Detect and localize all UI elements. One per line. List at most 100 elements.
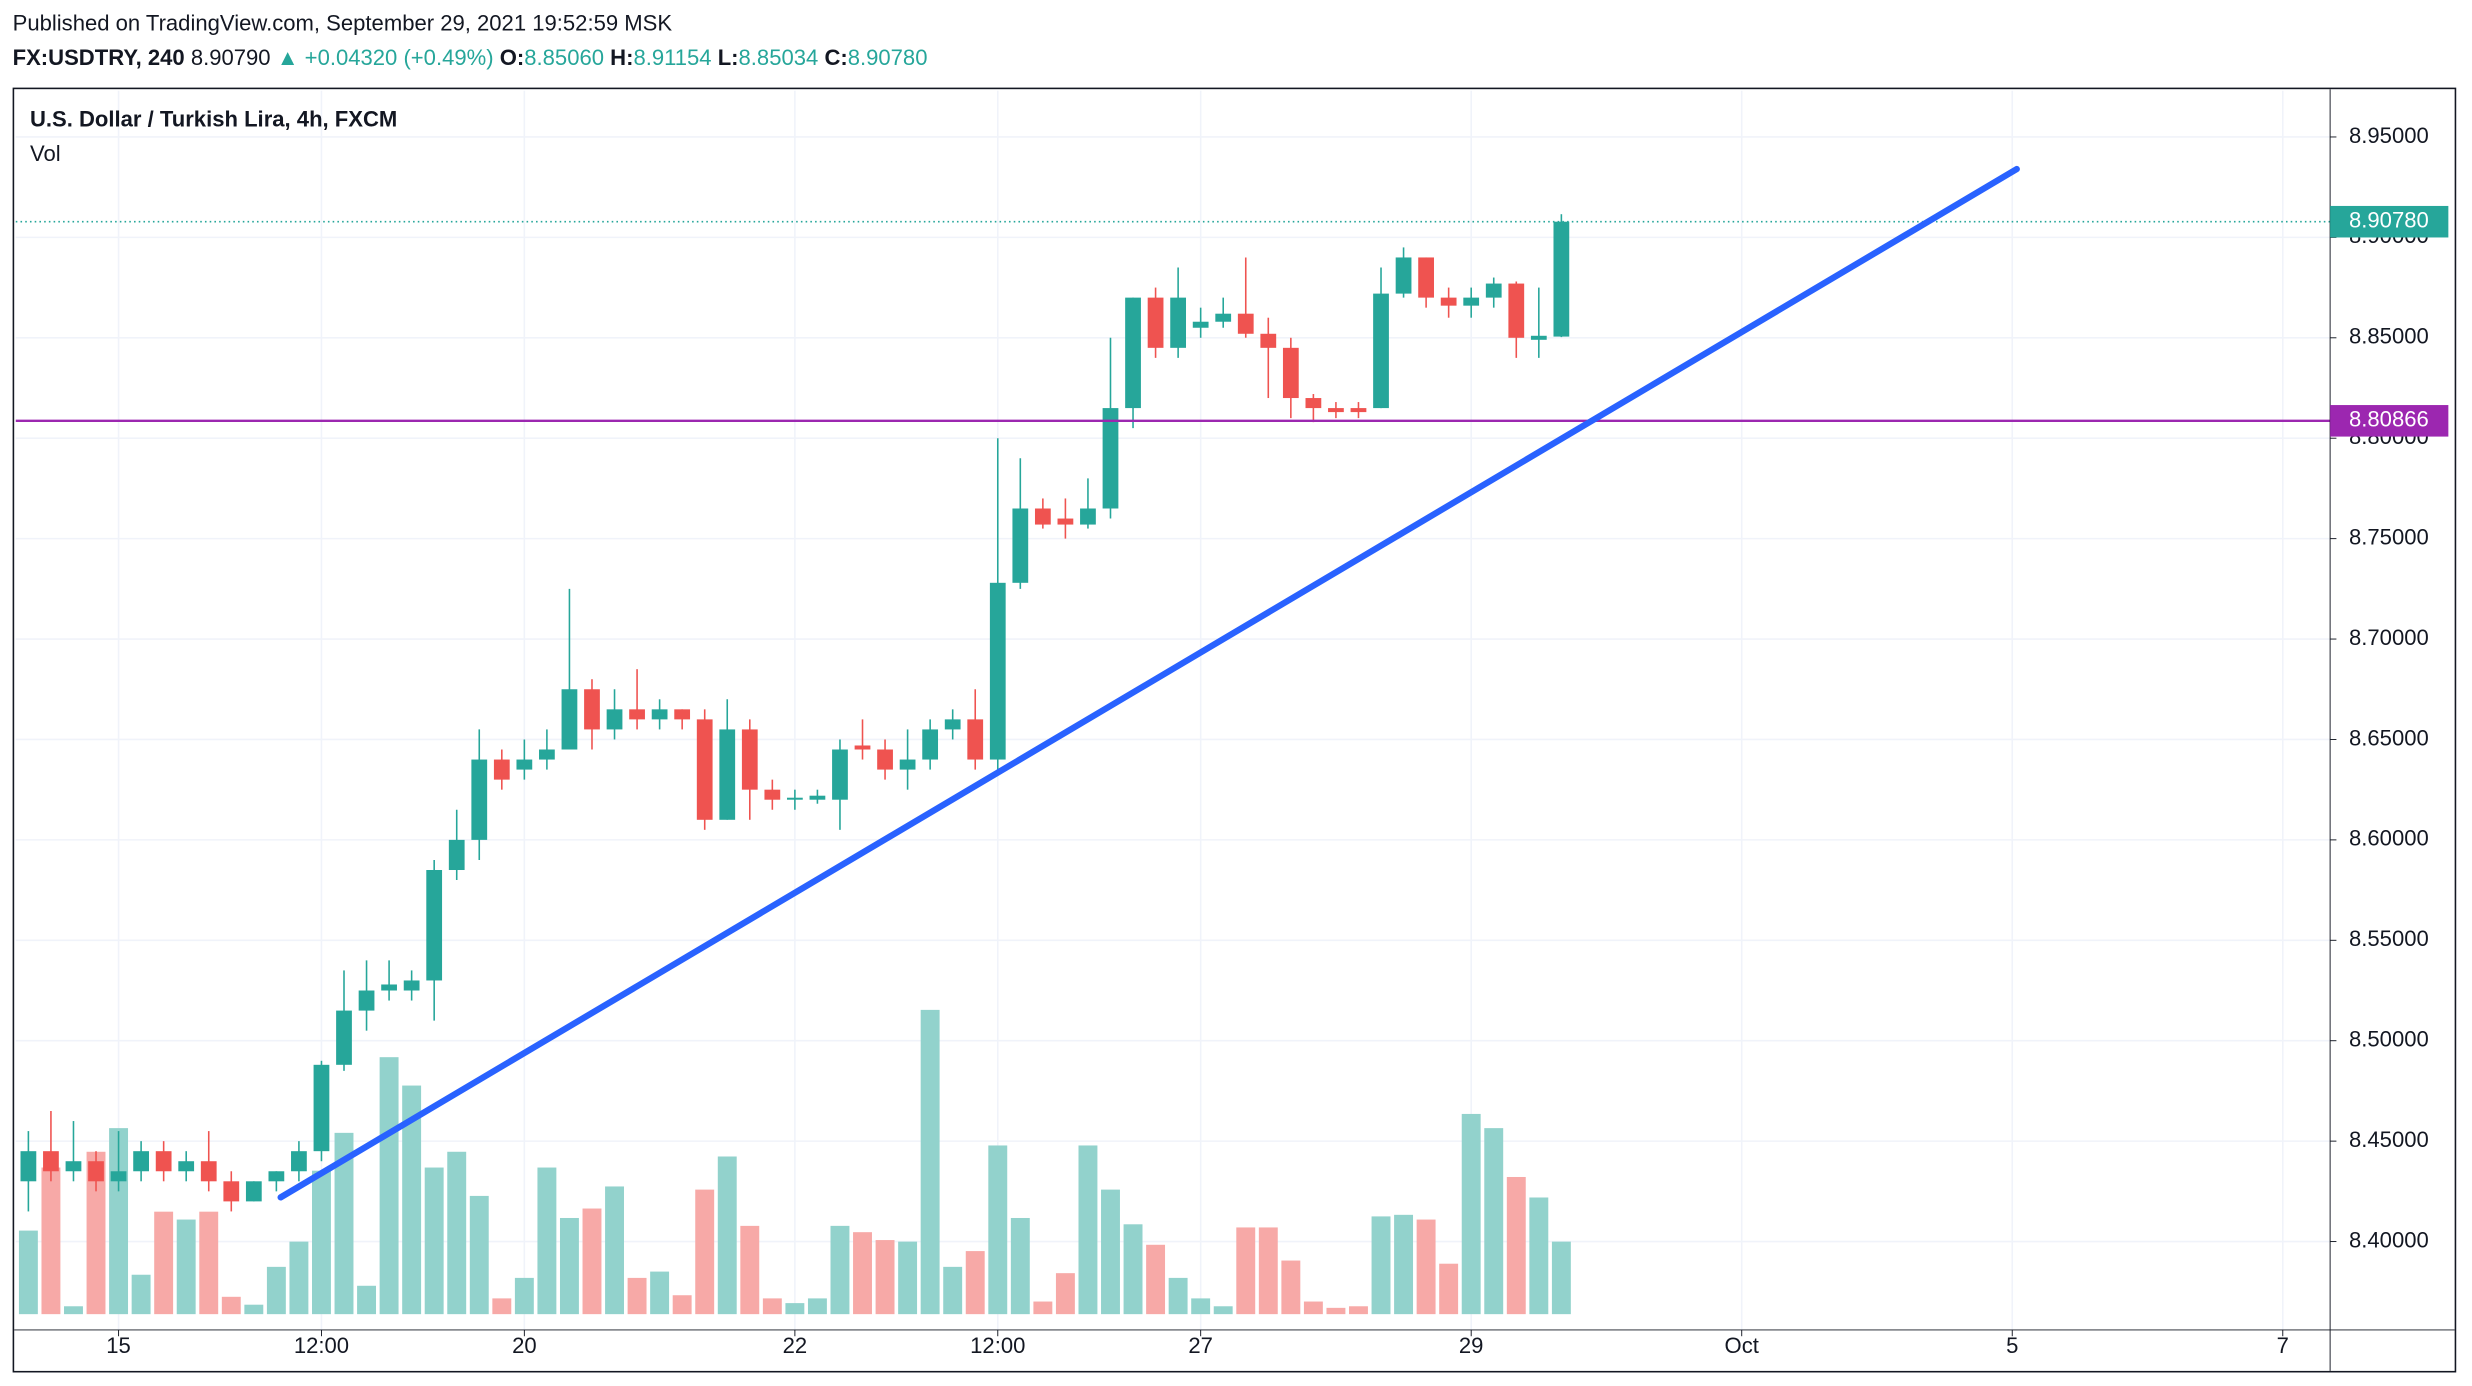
candle-body (381, 984, 397, 991)
volume-bar (514, 1277, 534, 1315)
candle-body (1463, 297, 1480, 306)
volume-bar (64, 1306, 83, 1315)
candle-body (877, 749, 893, 770)
volume-bar (1439, 1263, 1459, 1315)
candle-body (88, 1161, 104, 1182)
candle-body (922, 729, 939, 760)
y-tick-label: 8.65000 (2349, 725, 2429, 750)
volume-bar (312, 1170, 331, 1315)
volume-bar (1055, 1273, 1075, 1315)
volume-bar (898, 1241, 918, 1315)
candle-body (1260, 333, 1277, 348)
candle-body (65, 1161, 82, 1172)
volume-bar (672, 1295, 692, 1315)
candle-body (1192, 321, 1209, 328)
volume-bar (965, 1251, 985, 1315)
volume-bar (1078, 1145, 1098, 1315)
candle-body (539, 749, 555, 760)
x-tick-label: 15 (106, 1333, 131, 1358)
candle-body (1350, 408, 1367, 413)
volume-bar (920, 1009, 940, 1315)
candle-body (651, 709, 668, 720)
candle-body (1170, 297, 1187, 348)
candle-body (809, 795, 826, 800)
candle-body (1102, 408, 1119, 509)
candle-body (291, 1151, 307, 1172)
last-price-label: 8.90780 (2349, 208, 2429, 233)
candle-body (1012, 508, 1029, 583)
volume-bar (1101, 1189, 1120, 1315)
volume-bar (830, 1225, 850, 1315)
candle-body (944, 719, 961, 730)
volume-bar (695, 1189, 715, 1315)
candle-body (426, 870, 443, 981)
trend-line (277, 165, 2020, 1201)
x-tick-label: 12:00 (970, 1333, 1025, 1358)
volume-bar (424, 1167, 444, 1315)
frame (12, 87, 2457, 1373)
candle-body (1147, 297, 1164, 348)
l-label: L: (718, 45, 739, 70)
volume-bar (492, 1298, 512, 1315)
x-tick-label: 12:00 (294, 1333, 349, 1358)
candle-body (674, 709, 691, 720)
candle-body (1395, 257, 1412, 294)
candle-body (1057, 518, 1074, 525)
x-tick-label: 27 (1188, 1333, 1213, 1358)
change: ▲ +0.04320 (+0.49%) (277, 45, 494, 70)
volume-bar (1461, 1113, 1481, 1315)
candle-body (1440, 297, 1457, 306)
candle-body (1125, 297, 1141, 409)
y-tick-label: 8.50000 (2349, 1027, 2429, 1052)
published-note: Published on TradingView.com, September … (13, 10, 673, 35)
volume-bar (1010, 1217, 1030, 1315)
chart-title: U.S. Dollar / Turkish Lira, 4h, FXCM (30, 107, 397, 132)
volume-bar (807, 1298, 827, 1315)
candle-body (854, 745, 871, 750)
y-tick-label: 8.95000 (2349, 123, 2429, 148)
volume-bar (379, 1057, 399, 1315)
candle-body (358, 990, 375, 1011)
candle-body (155, 1151, 172, 1172)
x-tick-label: 20 (512, 1333, 537, 1358)
volume-bar (244, 1304, 264, 1315)
volume-bar (1529, 1197, 1549, 1315)
candle-body (336, 1010, 352, 1065)
candle-body (1373, 293, 1389, 409)
candle-body (606, 709, 623, 730)
l-value: 8.85034 (739, 45, 819, 70)
volume-bar (1123, 1224, 1143, 1315)
volume-bar (86, 1151, 106, 1315)
candle-body (245, 1181, 262, 1202)
c-value: 8.90780 (848, 45, 928, 70)
candle-body (967, 719, 984, 760)
y-tick-label: 8.70000 (2349, 625, 2429, 650)
candle-body (764, 789, 781, 800)
volume-bar (762, 1298, 782, 1315)
candle-body (1418, 257, 1434, 298)
candle-body (1215, 313, 1232, 322)
volume-bar (1349, 1306, 1368, 1315)
y-tick-label: 8.45000 (2349, 1127, 2429, 1152)
candle-body (223, 1181, 240, 1202)
h-value: 8.91154 (633, 45, 711, 70)
volume-bar (1416, 1219, 1436, 1315)
c-label: C: (824, 45, 847, 70)
axes: 8.40000 8.45000 8.50000 8.55000 8.60000 8.650… (106, 123, 2449, 1358)
candle-body (696, 719, 713, 820)
x-tick-label: 22 (783, 1333, 808, 1358)
x-tick-label: 29 (1459, 1333, 1484, 1358)
y-tick-label: 8.60000 (2349, 826, 2429, 851)
volume-bar (943, 1266, 963, 1315)
candle-body (899, 759, 916, 770)
y-tick-label: 8.75000 (2349, 524, 2429, 549)
volume-bar (1326, 1307, 1346, 1315)
candle-body (471, 759, 488, 840)
candle-body (989, 582, 1006, 760)
volume-bar (1551, 1241, 1571, 1315)
h-label: H: (610, 45, 633, 70)
candle-body (133, 1151, 149, 1172)
candle-body (741, 729, 758, 790)
volume-bar (650, 1271, 670, 1315)
